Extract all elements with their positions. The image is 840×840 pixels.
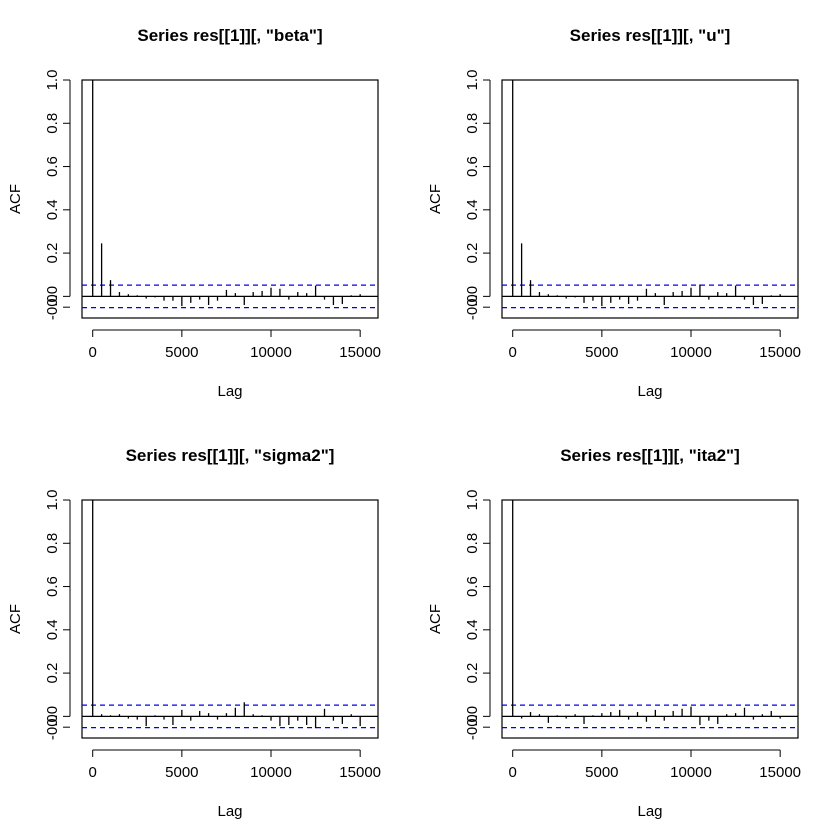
y-axis-label: ACF [7,184,24,214]
acf-panel-4: Series res[[1]][, "ita2"] 0 5000 10000 15000… [427,446,801,820]
y-tick-label: -0.0 [44,714,61,740]
y-tick-label: 0.4 [464,199,481,220]
plot-frame [81,499,379,739]
x-tick-label: 15000 [759,764,801,781]
acf-panel-3: Series res[[1]][, "sigma2"] 0 5000 10000 150… [7,446,381,820]
plot-frame [501,499,799,739]
panel-title: Series res[[1]][, "ita2"] [560,446,740,465]
y-tick-label: 0.2 [464,243,481,264]
x-tick-label: 5000 [165,344,198,361]
x-axis-label: Lag [217,803,242,820]
y-tick-label: 0.6 [464,576,481,597]
y-tick-label: 0.8 [44,533,61,554]
y-tick-label: 1.0 [44,490,61,511]
y-tick-label: 0.6 [464,156,481,177]
panel-title: Series res[[1]][, "u"] [570,26,731,45]
y-tick-label: 0.6 [44,576,61,597]
y-tick-label: -0.0 [44,294,61,320]
y-tick-label: 0.0 [44,286,61,307]
y-tick-label: 0.8 [464,113,481,134]
x-tick-label: 10000 [670,344,712,361]
y-tick-label: 0.8 [464,533,481,554]
plot-frame [501,79,799,319]
acf-panel-2: Series res[[1]][, "u"] 0 5000 10000 15000 -0.… [427,26,801,400]
y-tick-label: 0.6 [44,156,61,177]
y-axis-label: ACF [7,604,24,634]
y-axis-label: ACF [427,184,444,214]
x-tick-label: 5000 [585,764,618,781]
x-tick-label: 10000 [670,764,712,781]
y-tick-label: 0.2 [464,663,481,684]
y-tick-label: 0.4 [44,199,61,220]
x-tick-label: 10000 [250,344,292,361]
acf-panel-1: Series res[[1]][, "beta"] 0 5000 10000 15000… [7,26,381,400]
y-tick-label: 1.0 [464,70,481,91]
y-axis-label: ACF [427,604,444,634]
x-tick-label: 15000 [339,344,381,361]
y-tick-label: 0.4 [464,619,481,640]
x-tick-label: 5000 [585,344,618,361]
x-tick-label: 15000 [759,344,801,361]
x-axis-label: Lag [637,803,662,820]
y-tick-label: 0.2 [44,243,61,264]
y-tick-label: 0.4 [44,619,61,640]
y-tick-label: 1.0 [44,70,61,91]
y-tick-label: 1.0 [464,490,481,511]
panel-title: Series res[[1]][, "beta"] [137,26,322,45]
y-tick-label: -0.0 [464,714,481,740]
x-tick-label: 0 [89,764,97,781]
y-tick-label: 0.0 [464,706,481,727]
x-axis-label: Lag [217,383,242,400]
y-tick-label: 0.0 [464,286,481,307]
y-tick-label: 0.8 [44,113,61,134]
y-tick-label: 0.2 [44,663,61,684]
x-tick-label: 10000 [250,764,292,781]
x-tick-label: 15000 [339,764,381,781]
plot-frame [81,79,379,319]
x-axis-label: Lag [637,383,662,400]
x-tick-label: 0 [509,764,517,781]
x-tick-label: 0 [509,344,517,361]
x-tick-label: 0 [89,344,97,361]
y-tick-label: -0.0 [464,294,481,320]
y-tick-label: 0.0 [44,706,61,727]
panel-title: Series res[[1]][, "sigma2"] [126,446,335,465]
x-tick-label: 5000 [165,764,198,781]
